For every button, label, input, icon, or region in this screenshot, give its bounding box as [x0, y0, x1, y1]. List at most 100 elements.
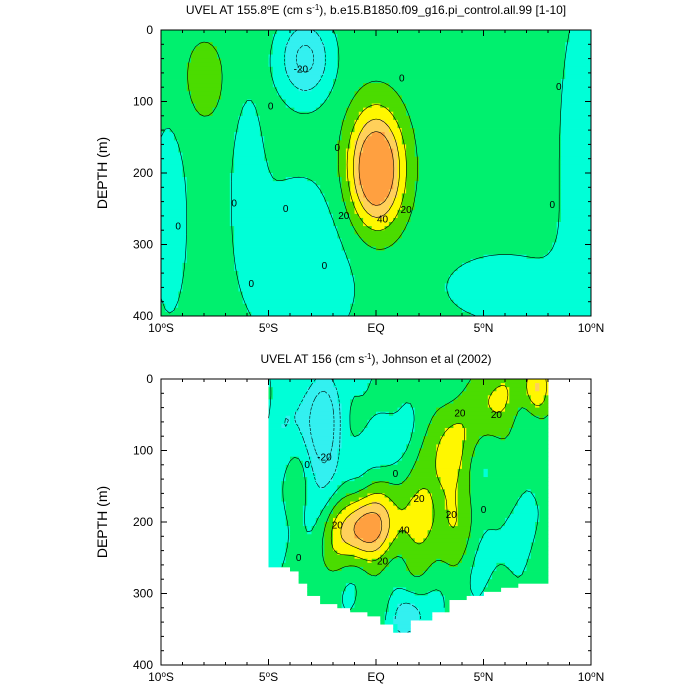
- contour-band-cell: [526, 558, 549, 564]
- contour-band-cell: [410, 497, 433, 502]
- contour-band-cell: [161, 83, 188, 88]
- contour-band-cell: [320, 513, 330, 519]
- contour-band-cell: [513, 419, 549, 425]
- contour-band-cell: [517, 501, 536, 507]
- contour-band-cell: [272, 79, 291, 84]
- contour-band-cell: [470, 501, 519, 507]
- contour-band-cell: [324, 522, 334, 527]
- contour-band-cell: [397, 534, 411, 539]
- contour-band-cell: [367, 611, 385, 617]
- contour-band-cell: [161, 197, 188, 202]
- contour-band-cell: [470, 517, 506, 523]
- contour-band-cell: [388, 144, 398, 149]
- contour-band-cell: [354, 226, 373, 231]
- contour-band-cell: [290, 566, 330, 572]
- contour-band-cell: [350, 258, 471, 264]
- contour-band-cell: [324, 542, 334, 547]
- contour-band-cell: [466, 542, 480, 547]
- contour-band-cell: [212, 111, 244, 117]
- contour-band-cell: [397, 181, 407, 186]
- contour-band-cell: [350, 432, 360, 437]
- contour-band-cell: [449, 562, 459, 568]
- contour-band-cell: [238, 271, 351, 276]
- contour-band-cell: [414, 152, 562, 158]
- contour-band-cell: [350, 144, 355, 149]
- contour-band-cell: [290, 538, 325, 543]
- contour-band-cell: [401, 193, 416, 198]
- contour-band-cell: [474, 452, 549, 458]
- contour-band-cell: [384, 550, 467, 556]
- contour-band-cell: [350, 99, 403, 104]
- contour-band-cell: [186, 222, 231, 227]
- contour-band-cell: [285, 54, 325, 59]
- contour-band-cell: [393, 591, 416, 596]
- contour-band-cell: [272, 38, 291, 43]
- contour-band-cell: [161, 132, 175, 137]
- contour-band-cell: [410, 501, 433, 507]
- contour-band-cell: [161, 70, 188, 76]
- contour-band-cell: [363, 513, 381, 519]
- contour-band-cell: [436, 452, 463, 458]
- contour-band-cell: [354, 177, 360, 182]
- contour-band-cell: [328, 91, 355, 96]
- y-tick-label: 400: [133, 309, 153, 323]
- contour-band-cell: [457, 481, 471, 486]
- contour-band-cell: [272, 83, 295, 88]
- contour-band-cell: [354, 164, 360, 170]
- contour-band-cell: [548, 250, 592, 256]
- contour-band-cell: [161, 54, 192, 59]
- contour-band-cell: [397, 505, 407, 511]
- contour-band-cell: [221, 58, 269, 64]
- contour-band-cell: [161, 205, 188, 211]
- contour-band-cell: [186, 226, 235, 231]
- chart-title-observed: UVEL AT 156 (cm s-1), Johnson et al (200…: [260, 352, 491, 367]
- contour-band-cell: [337, 74, 566, 80]
- contour-band-cell: [290, 38, 321, 43]
- contour-band-cell: [565, 70, 592, 76]
- contour-band-cell: [492, 571, 514, 576]
- contour-band-cell: [354, 599, 390, 605]
- contour-band-cell: [560, 205, 592, 211]
- contour-band-cell: [526, 383, 536, 388]
- contour-band-cell: [380, 546, 390, 551]
- contour-band-cell: [161, 307, 166, 313]
- contour-band-cell: [341, 123, 355, 129]
- contour-band-cell: [457, 489, 471, 494]
- contour-band-cell: [367, 571, 381, 576]
- contour-band-cell: [161, 50, 192, 55]
- contour-band-cell: [565, 54, 592, 59]
- contour-band-cell: [535, 383, 540, 388]
- contour-band-cell: [470, 481, 549, 486]
- contour-band-cell: [380, 103, 407, 109]
- y-tick-label: 100: [133, 444, 153, 458]
- contour-band-cell: [285, 42, 325, 47]
- contour-band-cell: [414, 189, 562, 194]
- contour-band-cell: [302, 395, 338, 400]
- contour-band-cell: [221, 66, 274, 72]
- contour-band-cell: [324, 558, 368, 564]
- contour-band-cell: [255, 103, 287, 109]
- contour-band-cell: [560, 197, 592, 202]
- contour-band-cell: [539, 509, 549, 515]
- contour-band-cell: [298, 428, 342, 433]
- contour-band-cell: [341, 197, 351, 202]
- contour-band-cell: [397, 607, 420, 613]
- contour-band-cell: [384, 493, 416, 498]
- contour-band-cell: [268, 464, 287, 470]
- contour-band-cell: [560, 128, 592, 133]
- contour-band-cell: [350, 407, 398, 413]
- contour-band-cell: [358, 505, 385, 511]
- contour-band-cell: [337, 66, 566, 72]
- contour-band-cell: [161, 295, 179, 301]
- contour-band-cell: [440, 440, 463, 445]
- contour-band-cell: [234, 168, 269, 174]
- contour-band-cell: [186, 258, 235, 264]
- contour-band-cell: [535, 538, 549, 543]
- contour-band-cell: [457, 562, 476, 568]
- contour-band-cell: [350, 262, 463, 268]
- contour-band-cell: [410, 432, 428, 437]
- contour-band-cell: [186, 250, 235, 256]
- contour-band-cell: [466, 550, 476, 556]
- contour-band-cell: [509, 399, 532, 404]
- contour-band-cell: [358, 497, 390, 502]
